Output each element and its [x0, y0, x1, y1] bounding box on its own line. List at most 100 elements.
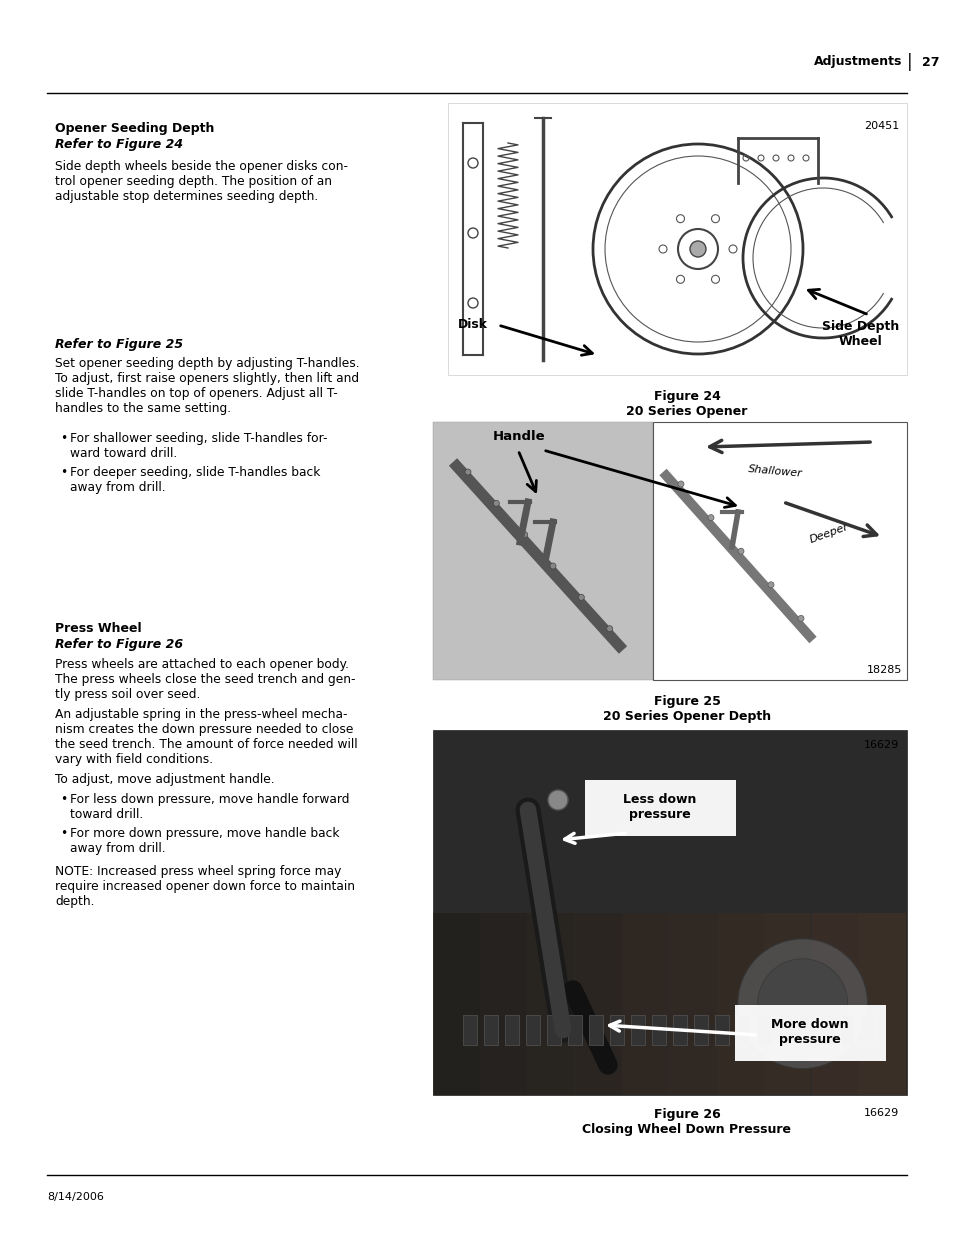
Text: slide T-handles on top of openers. Adjust all T-: slide T-handles on top of openers. Adjus… — [55, 387, 337, 400]
Circle shape — [757, 958, 847, 1049]
Bar — [799, 1015, 812, 1045]
Bar — [567, 1015, 581, 1045]
Text: To adjust, first raise openers slightly, then lift and: To adjust, first raise openers slightly,… — [55, 372, 358, 385]
Bar — [652, 422, 906, 680]
Text: Handle: Handle — [493, 430, 545, 443]
Text: Figure 26: Figure 26 — [653, 1108, 720, 1121]
Text: 16629: 16629 — [862, 1108, 898, 1118]
Bar — [669, 913, 717, 1095]
Bar — [546, 1015, 560, 1045]
Text: •: • — [60, 827, 67, 840]
Circle shape — [493, 500, 498, 506]
FancyBboxPatch shape — [734, 1005, 885, 1061]
Text: away from drill.: away from drill. — [70, 842, 166, 855]
Bar — [672, 1015, 686, 1045]
Text: tly press soil over seed.: tly press soil over seed. — [55, 688, 200, 701]
Text: Side depth wheels beside the opener disks con-: Side depth wheels beside the opener disk… — [55, 161, 348, 173]
Text: depth.: depth. — [55, 895, 94, 908]
Text: trol opener seeding depth. The position of an: trol opener seeding depth. The position … — [55, 175, 332, 188]
Bar — [714, 1015, 728, 1045]
Text: 20 Series Opener Depth: 20 Series Opener Depth — [602, 710, 770, 722]
Circle shape — [678, 480, 683, 487]
Bar — [575, 913, 621, 1095]
Circle shape — [689, 241, 705, 257]
Text: An adjustable spring in the press-wheel mecha-: An adjustable spring in the press-wheel … — [55, 708, 347, 721]
Text: vary with field conditions.: vary with field conditions. — [55, 753, 213, 766]
Circle shape — [606, 626, 612, 631]
Text: ward toward drill.: ward toward drill. — [70, 447, 177, 459]
Bar — [433, 422, 652, 680]
Text: Refer to Figure 25: Refer to Figure 25 — [55, 338, 183, 351]
Text: the seed trench. The amount of force needed will: the seed trench. The amount of force nee… — [55, 739, 357, 751]
Circle shape — [464, 469, 471, 475]
Text: Less down
pressure: Less down pressure — [622, 793, 696, 821]
Text: More down
pressure: More down pressure — [770, 1018, 848, 1046]
Bar — [483, 1015, 497, 1045]
Text: |: | — [906, 53, 912, 70]
Circle shape — [547, 790, 567, 810]
Bar — [433, 730, 906, 1095]
Text: Shallower: Shallower — [747, 464, 802, 479]
Bar — [462, 1015, 476, 1045]
Bar — [858, 913, 905, 1095]
Text: Figure 25: Figure 25 — [653, 695, 720, 708]
Text: For deeper seeding, slide T-handles back: For deeper seeding, slide T-handles back — [70, 466, 320, 479]
Text: For shallower seeding, slide T-handles for-: For shallower seeding, slide T-handles f… — [70, 432, 327, 445]
Bar — [448, 103, 906, 375]
Text: nism creates the down pressure needed to close: nism creates the down pressure needed to… — [55, 722, 353, 736]
Text: handles to the same setting.: handles to the same setting. — [55, 403, 231, 415]
Bar — [757, 1015, 770, 1045]
Bar — [433, 422, 906, 680]
Bar — [621, 913, 668, 1095]
Circle shape — [521, 531, 527, 537]
Text: For less down pressure, move handle forward: For less down pressure, move handle forw… — [70, 793, 349, 806]
Bar — [630, 1015, 644, 1045]
Text: •: • — [60, 793, 67, 806]
Bar — [778, 1015, 791, 1045]
Circle shape — [578, 594, 584, 600]
Circle shape — [797, 615, 803, 621]
Text: •: • — [60, 432, 67, 445]
Text: Press Wheel: Press Wheel — [55, 622, 141, 635]
Circle shape — [767, 582, 773, 588]
Bar — [735, 1015, 749, 1045]
Text: adjustable stop determines seeding depth.: adjustable stop determines seeding depth… — [55, 190, 318, 203]
Bar — [433, 913, 479, 1095]
FancyBboxPatch shape — [584, 781, 735, 836]
Bar — [609, 1015, 623, 1045]
Bar — [763, 913, 810, 1095]
Text: Refer to Figure 24: Refer to Figure 24 — [55, 138, 183, 151]
Text: 27: 27 — [921, 56, 939, 68]
Text: require increased opener down force to maintain: require increased opener down force to m… — [55, 881, 355, 893]
Text: 18285: 18285 — [865, 664, 901, 676]
Bar — [651, 1015, 665, 1045]
Text: away from drill.: away from drill. — [70, 480, 166, 494]
Bar — [693, 1015, 707, 1045]
Text: Disk: Disk — [457, 319, 488, 331]
Text: Opener Seeding Depth: Opener Seeding Depth — [55, 122, 214, 135]
Text: Set opener seeding depth by adjusting T-handles.: Set opener seeding depth by adjusting T-… — [55, 357, 359, 370]
Circle shape — [550, 563, 556, 569]
Text: Adjustments: Adjustments — [813, 56, 901, 68]
Circle shape — [738, 548, 743, 555]
Bar — [588, 1015, 602, 1045]
Text: To adjust, move adjustment handle.: To adjust, move adjustment handle. — [55, 773, 274, 785]
Circle shape — [737, 939, 867, 1068]
Text: 20 Series Opener: 20 Series Opener — [626, 405, 747, 417]
Text: toward drill.: toward drill. — [70, 808, 143, 821]
Bar — [862, 1015, 875, 1045]
Text: The press wheels close the seed trench and gen-: The press wheels close the seed trench a… — [55, 673, 355, 685]
Bar — [525, 1015, 539, 1045]
Bar — [841, 1015, 854, 1045]
Bar — [820, 1015, 833, 1045]
Text: Deeper: Deeper — [807, 522, 849, 546]
Text: NOTE: Increased press wheel spring force may: NOTE: Increased press wheel spring force… — [55, 864, 341, 878]
Text: 8/14/2006: 8/14/2006 — [47, 1192, 104, 1202]
Text: Figure 24: Figure 24 — [653, 390, 720, 403]
Text: •: • — [60, 466, 67, 479]
Circle shape — [707, 515, 713, 521]
Text: Side Depth
Wheel: Side Depth Wheel — [821, 320, 898, 348]
Text: Refer to Figure 26: Refer to Figure 26 — [55, 638, 183, 651]
Text: For more down pressure, move handle back: For more down pressure, move handle back — [70, 827, 339, 840]
Bar — [479, 913, 526, 1095]
